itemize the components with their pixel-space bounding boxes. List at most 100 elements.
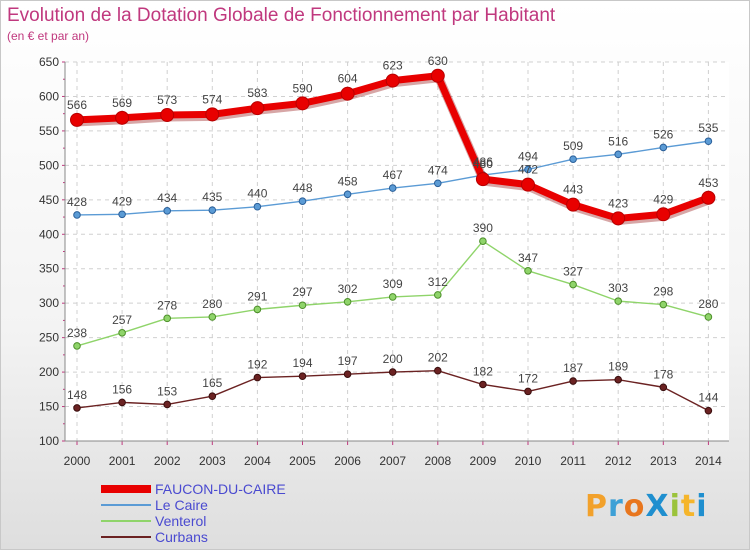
- x-tick-label: 2007: [379, 454, 406, 468]
- x-tick-label: 2008: [424, 454, 451, 468]
- data-point: [118, 329, 126, 337]
- data-point: [343, 370, 352, 378]
- data-label: 566: [67, 98, 87, 112]
- data-point: [611, 211, 626, 226]
- chart-subtitle: (en € et par an): [7, 29, 90, 43]
- x-tick-label: 2011: [560, 454, 586, 468]
- data-point: [73, 342, 81, 350]
- data-label: 156: [112, 382, 132, 396]
- data-label: 480: [473, 157, 493, 171]
- data-point: [704, 137, 713, 146]
- data-point: [566, 197, 581, 212]
- data-label: 297: [292, 285, 312, 299]
- chart-title: Evolution de la Dotation Globale de Fonc…: [7, 5, 556, 26]
- data-label: 435: [202, 190, 222, 204]
- data-point: [479, 380, 487, 389]
- axes: 100 150 200 250 300 350 400 450 500 550 600 650 2000…: [39, 55, 729, 468]
- data-label: 165: [202, 376, 222, 390]
- data-point: [73, 211, 81, 219]
- data-point: [704, 406, 713, 415]
- data-label: 583: [247, 86, 267, 100]
- data-point: [73, 404, 81, 412]
- data-label: 516: [608, 134, 628, 148]
- data-label: 192: [247, 358, 267, 372]
- data-point: [430, 68, 445, 83]
- data-point: [208, 392, 217, 401]
- data-point: [479, 237, 487, 245]
- proxiti-logo: ProXiti: [585, 489, 708, 524]
- x-tick-label: 2009: [470, 454, 497, 468]
- data-point: [250, 101, 265, 116]
- logo-letter: i: [696, 489, 708, 524]
- data-label: 303: [608, 281, 628, 295]
- data-point: [701, 190, 716, 205]
- y-tick-label: 500: [39, 158, 59, 172]
- data-label: 172: [518, 371, 538, 385]
- data-label: 423: [608, 196, 628, 210]
- data-label: 309: [383, 277, 403, 291]
- data-label: 453: [698, 176, 718, 190]
- data-point: [385, 73, 400, 88]
- data-label: 590: [292, 81, 312, 95]
- data-point: [434, 366, 442, 375]
- data-label: 189: [608, 360, 628, 374]
- data-point: [614, 297, 623, 305]
- data-point: [614, 375, 623, 384]
- data-point: [163, 314, 171, 323]
- data-point: [569, 377, 577, 385]
- data-point: [659, 300, 668, 309]
- data-label: 148: [67, 388, 87, 402]
- y-tick-label: 550: [39, 124, 59, 138]
- y-tick-label: 650: [39, 55, 59, 69]
- data-point: [524, 387, 532, 396]
- data-label: 429: [112, 194, 132, 208]
- data-point: [70, 112, 84, 127]
- x-tick-label: 2013: [650, 454, 677, 468]
- data-point: [208, 206, 217, 214]
- data-point: [343, 190, 352, 199]
- y-tick-label: 300: [39, 296, 59, 310]
- data-label: 280: [202, 297, 222, 311]
- data-label: 429: [653, 192, 673, 206]
- data-label: 153: [157, 384, 177, 398]
- data-point: [253, 373, 262, 382]
- data-label: 467: [383, 168, 403, 182]
- data-label: 434: [157, 191, 177, 205]
- data-label: 194: [292, 356, 312, 370]
- series: [70, 68, 716, 415]
- data-point: [253, 305, 262, 314]
- y-tick-label: 100: [39, 434, 59, 448]
- x-tick-label: 2003: [199, 454, 226, 468]
- data-point: [569, 155, 577, 163]
- data-point: [434, 291, 442, 299]
- data-label: 187: [563, 361, 583, 375]
- data-label: 472: [518, 163, 538, 177]
- logo-letter: r: [608, 489, 624, 524]
- legend-label: FAUCON-DU-CAIRE: [155, 481, 286, 497]
- logo-letter: t: [680, 489, 697, 524]
- y-tick-label: 600: [39, 89, 59, 103]
- data-label: 257: [112, 313, 132, 327]
- x-tick-label: 2014: [695, 454, 722, 468]
- logo-letter: X: [645, 489, 670, 524]
- data-point: [208, 313, 217, 321]
- y-tick-label: 450: [39, 193, 59, 207]
- legend-label: Le Caire: [155, 497, 208, 513]
- data-point: [656, 207, 671, 222]
- data-label: 182: [473, 364, 493, 378]
- data-point: [340, 86, 355, 101]
- data-point: [298, 372, 307, 381]
- data-point: [521, 177, 535, 192]
- x-tick-label: 2005: [289, 454, 316, 468]
- data-labels: 428 429 434 435 440 448 458 467 474 486 494 509 516 5…: [67, 54, 719, 405]
- data-label: 573: [157, 93, 177, 107]
- x-tick-label: 2010: [515, 454, 542, 468]
- logo-letter: o: [623, 489, 646, 524]
- data-point: [524, 266, 532, 275]
- data-point: [298, 197, 307, 205]
- y-tick-label: 150: [39, 400, 59, 414]
- data-point: [118, 398, 126, 407]
- data-point: [704, 313, 713, 321]
- data-label: 569: [112, 96, 132, 110]
